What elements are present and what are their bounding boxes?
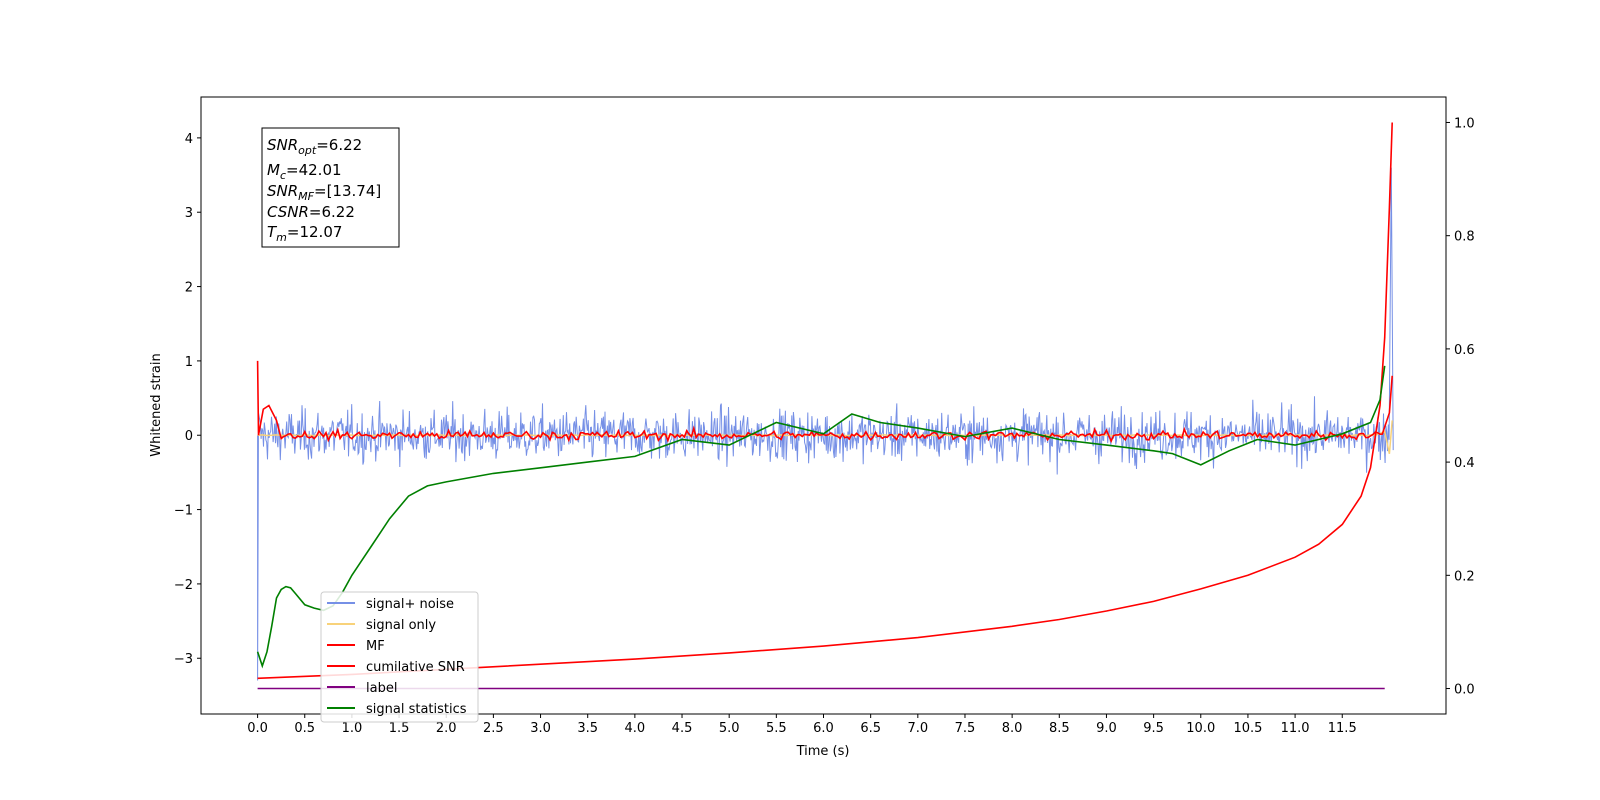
x-tick-label: 2.0: [436, 721, 457, 736]
x-tick-label: 9.0: [1096, 721, 1117, 736]
y2-tick-label: 0.0: [1454, 683, 1475, 698]
x-tick-label: 3.0: [530, 721, 551, 736]
x-tick-label: 8.5: [1049, 721, 1070, 736]
series-signal-statistics-line: [256, 365, 1386, 669]
x-tick-label: 0.0: [247, 721, 268, 736]
x-tick-label: 5.5: [766, 721, 787, 736]
legend: signal+ noise signal only MF cumilative SNR…: [320, 591, 479, 723]
y-tick-label: −3: [174, 652, 193, 667]
x-tick-label: 10.0: [1186, 721, 1215, 736]
y-axis-ticks: 4 3 2 1 0 −1 −2 −3: [174, 132, 201, 667]
y-axis-label: Whitened strain: [149, 353, 164, 456]
x-tick-label: 6.0: [813, 721, 834, 736]
y2-axis-ticks: 1.0 0.8 0.6 0.4 0.2 0.0: [1446, 116, 1475, 698]
y-tick-label: 0: [185, 429, 193, 444]
stats-annotation-box: SNRopt=6.22 Mc=42.01 SNRMF=[13.74] CSNR=…: [261, 127, 400, 248]
x-axis-label: Time (s): [796, 744, 850, 759]
x-tick-label: 0.5: [294, 721, 315, 736]
x-tick-label: 9.5: [1143, 721, 1164, 736]
legend-items: signal+ noise signal only MF cumilative SNR…: [327, 597, 467, 717]
y2-tick-label: 0.2: [1454, 569, 1475, 584]
annotation-tm: Tm=12.07: [267, 223, 342, 244]
legend-label: MF: [366, 639, 385, 654]
y-tick-label: 2: [185, 281, 193, 296]
x-tick-label: 2.5: [483, 721, 504, 736]
legend-label: signal only: [366, 618, 436, 633]
y2-tick-label: 1.0: [1454, 116, 1475, 131]
series-mf-line: [256, 360, 1393, 444]
x-tick-label: 1.0: [342, 721, 363, 736]
series-signal-noise-line: [257, 167, 1394, 681]
x-tick-label: 7.5: [955, 721, 976, 736]
y-tick-label: 4: [185, 132, 193, 147]
x-tick-label: 1.5: [389, 721, 410, 736]
series-cumilative-snr-line: [257, 122, 1393, 680]
x-tick-label: 6.5: [860, 721, 881, 736]
legend-label: label: [366, 681, 397, 696]
x-tick-label: 11.5: [1328, 721, 1357, 736]
annotation-snr-opt: SNRopt=6.22: [267, 136, 362, 157]
x-tick-label: 7.0: [907, 721, 928, 736]
x-tick-label: 8.0: [1002, 721, 1023, 736]
x-tick-label: 4.0: [625, 721, 646, 736]
x-tick-label: 5.0: [719, 721, 740, 736]
legend-label: signal+ noise: [366, 597, 454, 612]
legend-label: signal statistics: [366, 702, 467, 717]
y2-tick-label: 0.6: [1454, 343, 1475, 358]
y-tick-label: 1: [185, 355, 193, 370]
x-tick-label: 3.5: [577, 721, 598, 736]
x-axis-ticks: 0.0 0.5 1.0 1.5 2.0 2.5 3.0 3.5 4.0 4.5 5.0 5.5 6.0 6…: [247, 714, 1357, 736]
x-tick-label: 11.0: [1281, 721, 1310, 736]
annotation-mc: Mc=42.01: [267, 161, 342, 182]
x-tick-label: 10.5: [1233, 721, 1262, 736]
y-tick-label: −2: [174, 578, 193, 593]
legend-label: cumilative SNR: [366, 660, 465, 675]
y2-tick-label: 0.8: [1454, 230, 1475, 245]
series-layer: [256, 122, 1394, 690]
annotation-snr-mf: SNRMF=[13.74]: [267, 182, 381, 203]
y-tick-label: −1: [174, 504, 193, 519]
y2-tick-label: 0.4: [1454, 456, 1475, 471]
y-tick-label: 3: [185, 206, 193, 221]
x-tick-label: 4.5: [672, 721, 693, 736]
annotation-csnr: CSNR=6.22: [267, 203, 355, 221]
